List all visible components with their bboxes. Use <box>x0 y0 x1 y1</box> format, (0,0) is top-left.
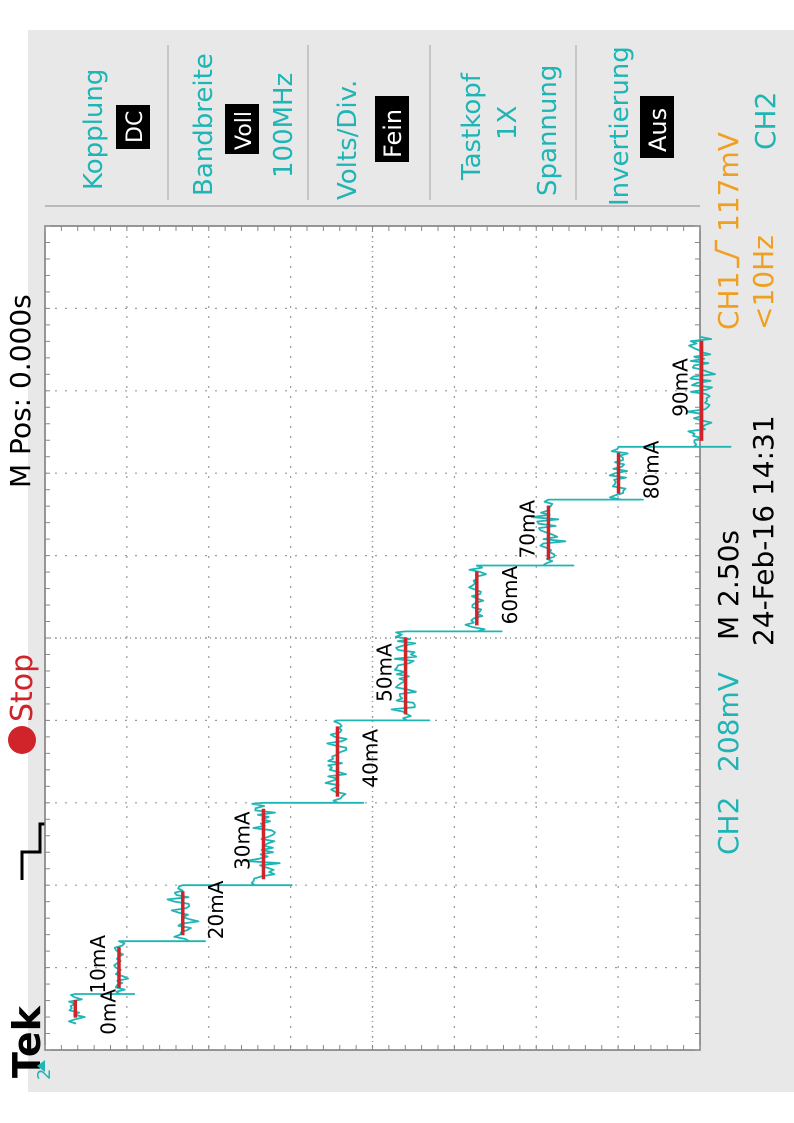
step-label: 80mA <box>640 440 664 499</box>
menu-item-extra: 100MHz <box>269 73 299 178</box>
step-label: 20mA <box>204 880 228 939</box>
datetime: 24-Feb-16 14:31 <box>747 415 780 646</box>
trigger-frequency: <10Hz <box>747 235 780 330</box>
timebase: M 2.50s <box>712 530 745 640</box>
trigger-level: 117mV <box>712 132 745 232</box>
run-state-label: Stop <box>5 654 40 722</box>
step-label: 30mA <box>231 811 255 870</box>
ch2-label: CH2 <box>712 797 745 855</box>
step-label: 70mA <box>516 500 540 559</box>
stop-indicator-icon <box>8 726 36 754</box>
menu-item-line3: Spannung <box>533 65 563 196</box>
step-label: 0mA <box>96 989 120 1035</box>
horizontal-position: M Pos: 0.000s <box>4 294 37 488</box>
menu-item-label: Volts/Div. <box>333 80 363 200</box>
menu-item-value: DC <box>123 111 148 143</box>
menu-item-value: Voll <box>232 111 257 150</box>
step-label: 40mA <box>359 729 383 788</box>
menu-item-label: Tastkopf <box>457 72 487 181</box>
menu-item-value: Fein <box>379 109 407 158</box>
step-label: 90mA <box>669 358 693 417</box>
menu-item-label: Bandbreite <box>189 53 219 196</box>
step-label: 50mA <box>373 643 397 702</box>
step-label: 60mA <box>498 565 522 624</box>
ch2-scale: 208mV <box>712 672 745 772</box>
menu-item-value: Aus <box>644 108 672 152</box>
ground-marker-label: 2 <box>34 1069 55 1080</box>
menu-item-line2: 1X <box>493 106 523 140</box>
menu-channel: CH2 <box>749 92 782 150</box>
graticule <box>45 226 700 1050</box>
menu-item-label: Invertierung <box>605 46 635 206</box>
trigger-channel: CH1 <box>712 272 745 330</box>
step-label: 10mA <box>86 935 110 994</box>
menu-item-label: Kopplung <box>79 69 109 190</box>
